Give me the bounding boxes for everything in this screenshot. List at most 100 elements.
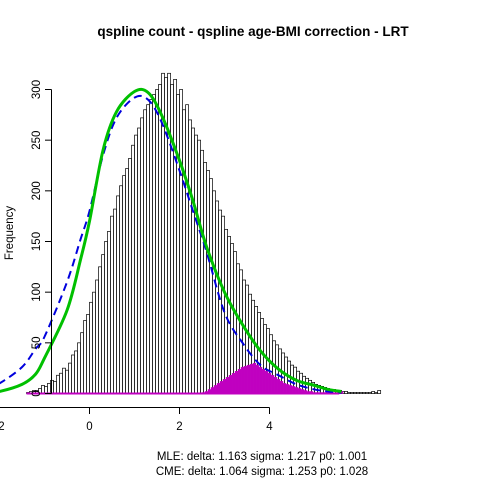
histogram-bar	[131, 144, 135, 394]
histogram-bar	[68, 362, 72, 394]
highlight-bar	[243, 365, 248, 394]
x-tick-label: 4	[266, 421, 273, 433]
histogram-bar	[110, 215, 114, 394]
histogram-bar	[170, 84, 174, 394]
histogram-bar	[347, 392, 352, 394]
histogram-bar	[230, 243, 234, 394]
y-tick-label: 0	[31, 390, 43, 396]
highlight-bar	[234, 371, 239, 394]
histogram-bar	[56, 374, 60, 394]
highlight-bar	[231, 373, 236, 394]
highlight-bar	[279, 381, 284, 394]
highlight-bar	[285, 384, 290, 394]
histogram-bar	[50, 379, 54, 394]
histogram-bar	[101, 254, 105, 394]
histogram-bar	[188, 119, 192, 394]
histogram-bar	[80, 332, 84, 394]
histogram-bar	[71, 354, 75, 394]
highlight-bar	[219, 381, 224, 394]
highlight-bar	[267, 373, 272, 394]
histogram-bar	[356, 392, 361, 394]
highlight-bar	[240, 366, 245, 394]
histogram-bar	[62, 367, 66, 394]
x-tick-label: 0	[86, 421, 92, 433]
histogram-bar	[182, 109, 186, 394]
highlight-bar	[264, 371, 269, 394]
histogram-bar	[77, 342, 81, 394]
histogram-bar	[200, 149, 204, 394]
histogram-bar	[113, 208, 117, 394]
histogram-bar	[140, 117, 144, 394]
highlight-bars	[26, 362, 344, 395]
histogram-bar	[137, 127, 141, 394]
y-axis-label: Frequency	[4, 206, 16, 261]
histogram-bar	[377, 390, 382, 394]
y-tick-label: 250	[31, 131, 43, 150]
histogram-bar	[197, 139, 201, 394]
histogram-bar	[128, 158, 132, 394]
histogram-bar	[107, 231, 111, 394]
histogram-bar	[359, 392, 364, 394]
histogram-bar	[146, 104, 150, 394]
highlight-bar	[261, 368, 266, 394]
histogram-bar	[152, 94, 156, 394]
cme-curve	[0, 87, 342, 393]
histogram-bar	[119, 185, 123, 394]
histogram-bar	[125, 168, 129, 394]
histogram-bar	[179, 89, 183, 394]
histogram-bar	[368, 392, 373, 394]
highlight-bar	[255, 364, 260, 394]
histogram-bar	[374, 392, 379, 394]
histogram-bar	[98, 266, 102, 394]
y-tick-label: 50	[31, 336, 43, 349]
histogram-bar	[185, 104, 189, 394]
y-axis: 0 50 100 150 200 250 300	[31, 80, 52, 397]
histogram-bar	[47, 383, 51, 394]
histogram-bar	[116, 195, 120, 394]
histogram-bar	[92, 291, 96, 394]
highlight-bar	[225, 377, 230, 394]
x-tick-label: 2	[176, 421, 182, 433]
highlight-bar	[282, 383, 287, 394]
histogram-bar	[158, 84, 162, 394]
histogram-bar	[371, 391, 376, 394]
histogram-bar	[191, 127, 195, 394]
histogram-bar	[227, 236, 231, 394]
histogram-bar	[65, 369, 69, 394]
highlight-bar	[228, 375, 233, 394]
histogram-bar	[89, 301, 93, 394]
highlight-bar	[213, 385, 218, 394]
histogram-bar	[74, 350, 78, 394]
highlight-bar	[273, 377, 278, 394]
histogram-bar	[194, 134, 198, 394]
highlight-bar	[276, 379, 281, 394]
histogram-bar	[134, 134, 138, 394]
histogram-bar	[344, 391, 349, 394]
y-tick-label: 200	[31, 181, 43, 200]
histogram-bar	[209, 178, 213, 394]
histogram-bar	[203, 162, 207, 394]
highlight-bar	[216, 383, 221, 394]
x-tick-label: -2	[0, 421, 5, 433]
histogram-bar	[53, 380, 57, 394]
highlight-bar	[237, 368, 242, 394]
histogram-bar	[176, 94, 180, 394]
histogram-bar	[143, 109, 147, 394]
histogram-bar	[353, 392, 358, 394]
highlight-bar	[291, 386, 296, 394]
histogram-bar	[155, 89, 159, 394]
histogram-bar	[86, 314, 90, 394]
highlight-bar	[249, 363, 254, 394]
histogram-bar	[365, 392, 370, 394]
y-tick-label: 100	[31, 283, 43, 302]
highlight-bar	[288, 385, 293, 394]
histogram-bar	[44, 386, 48, 394]
mle-footer-text: MLE: delta: 1.163 sigma: 1.217 p0: 1.001	[157, 451, 367, 463]
cme-footer-text: CME: delta: 1.064 sigma: 1.253 p0: 1.028	[156, 466, 368, 478]
histogram-bar	[122, 175, 126, 394]
highlight-bar	[252, 362, 257, 394]
y-tick-label: 300	[31, 80, 43, 99]
histogram-bar	[95, 279, 99, 394]
highlight-bar	[246, 364, 251, 394]
